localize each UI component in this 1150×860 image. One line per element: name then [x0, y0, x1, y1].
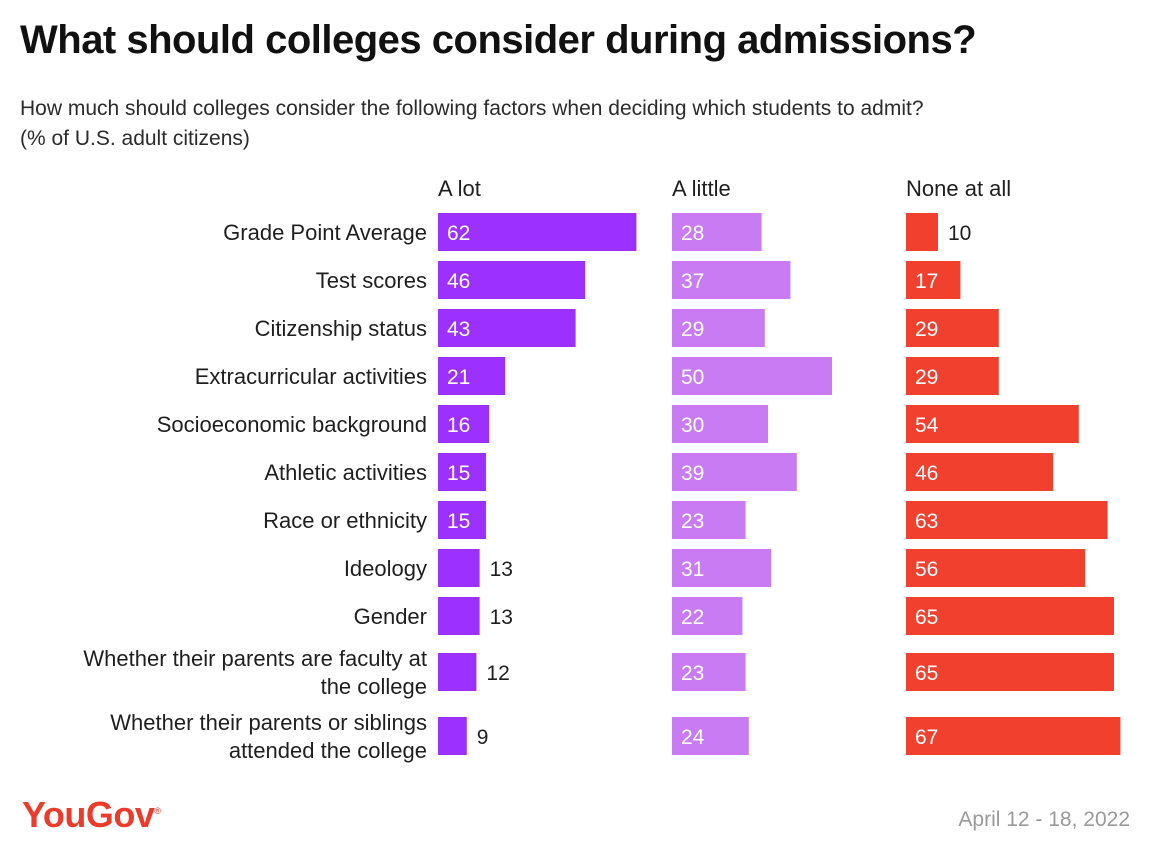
- value-label-none-at-all: 65: [915, 606, 938, 629]
- chart-subtitle: How much should colleges consider the fo…: [20, 94, 1140, 154]
- bar-a-lot: [438, 405, 490, 443]
- bar-a-little: [672, 597, 743, 635]
- survey-date: April 12 - 18, 2022: [958, 808, 1130, 831]
- category-label: Whether their parents are faculty at: [83, 646, 427, 671]
- bar-none-at-all: [906, 717, 1121, 755]
- value-label-none-at-all: 29: [915, 366, 938, 389]
- category-label: Athletic activities: [264, 460, 427, 485]
- subtitle-line-1: How much should colleges consider the fo…: [20, 97, 924, 120]
- bar-none-at-all: [906, 261, 961, 299]
- bar-a-lot: [438, 261, 586, 299]
- bar-a-little: [672, 309, 765, 347]
- value-label-none-at-all: 56: [915, 558, 938, 581]
- value-label-none-at-all: 54: [915, 414, 939, 437]
- value-label-none-at-all: 29: [915, 318, 938, 341]
- value-label-a-lot: 62: [447, 222, 470, 245]
- logo-text: YouGov: [22, 794, 155, 835]
- category-label: the college: [321, 674, 427, 699]
- value-label-none-at-all: 10: [948, 222, 971, 245]
- value-label-a-little: 22: [681, 606, 704, 629]
- category-label: Citizenship status: [255, 316, 427, 341]
- value-label-a-lot: 21: [447, 366, 470, 389]
- category-label: Race or ethnicity: [263, 508, 427, 533]
- value-label-a-little: 30: [681, 414, 704, 437]
- category-label: Gender: [354, 604, 427, 629]
- value-label-a-lot: 46: [447, 270, 470, 293]
- column-header-a-little: A little: [672, 176, 731, 201]
- value-label-none-at-all: 65: [915, 662, 938, 685]
- value-label-a-little: 29: [681, 318, 704, 341]
- value-label-a-lot: 13: [490, 558, 513, 581]
- bar-a-lot: [438, 357, 506, 395]
- bar-a-lot: [438, 597, 480, 635]
- bar-none-at-all: [906, 501, 1108, 539]
- bar-a-little: [672, 453, 797, 491]
- bar-none-at-all: [906, 405, 1079, 443]
- value-label-a-lot: 43: [447, 318, 470, 341]
- value-label-a-little: 24: [681, 726, 705, 749]
- bar-a-little: [672, 653, 746, 691]
- bar-none-at-all: [906, 597, 1114, 635]
- bar-a-lot: [438, 501, 486, 539]
- bar-none-at-all: [906, 309, 999, 347]
- value-label-a-lot: 9: [477, 726, 489, 749]
- bar-a-little: [672, 213, 762, 251]
- bar-a-lot: [438, 309, 576, 347]
- value-label-a-little: 39: [681, 462, 704, 485]
- yougov-logo: YouGov®: [22, 794, 161, 835]
- category-label: Whether their parents or siblings: [110, 710, 427, 735]
- bar-none-at-all: [906, 453, 1054, 491]
- value-label-a-lot: 15: [447, 462, 470, 485]
- bar-a-lot: [438, 549, 480, 587]
- category-label: Extracurricular activities: [195, 364, 427, 389]
- category-label: Socioeconomic background: [157, 412, 427, 437]
- bar-none-at-all: [906, 357, 999, 395]
- value-label-a-little: 28: [681, 222, 704, 245]
- category-label: Test scores: [316, 268, 427, 293]
- bar-a-little: [672, 501, 746, 539]
- value-label-a-lot: 12: [486, 662, 509, 685]
- bar-none-at-all: [906, 653, 1114, 691]
- value-label-none-at-all: 63: [915, 510, 938, 533]
- category-label: Ideology: [344, 556, 427, 581]
- value-label-a-little: 31: [681, 558, 704, 581]
- value-label-none-at-all: 17: [915, 270, 938, 293]
- value-label-a-little: 23: [681, 510, 704, 533]
- bar-a-little: [672, 717, 749, 755]
- column-header-none-at-all: None at all: [906, 176, 1011, 201]
- bar-a-lot: [438, 717, 467, 755]
- category-label: Grade Point Average: [223, 220, 427, 245]
- chart-title: What should colleges consider during adm…: [20, 18, 977, 62]
- bar-none-at-all: [906, 549, 1086, 587]
- bar-a-lot: [438, 213, 637, 251]
- value-label-a-lot: 15: [447, 510, 470, 533]
- bar-a-lot: [438, 453, 486, 491]
- value-label-a-little: 37: [681, 270, 704, 293]
- bar-a-lot: [438, 653, 477, 691]
- category-label: attended the college: [229, 738, 427, 763]
- bar-a-little: [672, 357, 832, 395]
- value-label-none-at-all: 46: [915, 462, 938, 485]
- column-header-a-lot: A lot: [438, 176, 481, 201]
- bar-none-at-all: [906, 213, 938, 251]
- value-label-a-little: 50: [681, 366, 704, 389]
- value-label-a-lot: 16: [447, 414, 470, 437]
- bar-a-little: [672, 405, 768, 443]
- subtitle-line-2: (% of U.S. adult citizens): [20, 127, 250, 150]
- bar-a-little: [672, 261, 791, 299]
- value-label-a-little: 23: [681, 662, 704, 685]
- bar-a-little: [672, 549, 772, 587]
- value-label-a-lot: 13: [490, 606, 513, 629]
- value-label-none-at-all: 67: [915, 726, 938, 749]
